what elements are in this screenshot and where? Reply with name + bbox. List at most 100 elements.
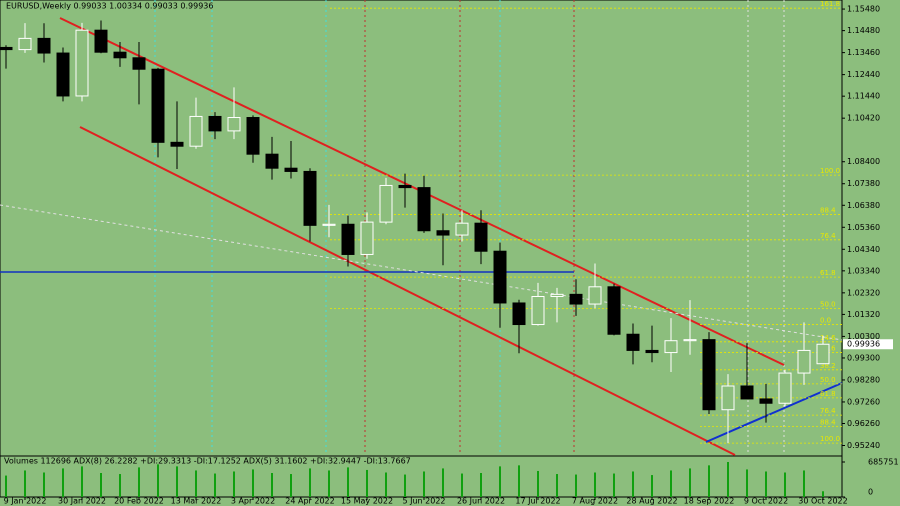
fib-label: 14.6 <box>820 334 836 342</box>
candle-body <box>246 117 260 155</box>
fib-label: 61.8 <box>820 269 836 277</box>
y-tick-label: 1.00300 <box>847 332 880 341</box>
candle-body <box>569 293 583 305</box>
candle-body <box>113 51 127 59</box>
candle-body <box>645 349 659 354</box>
y-tick-label: 1.06380 <box>847 201 880 210</box>
candle-body <box>778 372 792 404</box>
last-price-box <box>843 339 893 350</box>
candle-body <box>550 293 564 298</box>
y-tick-label: 1.11440 <box>847 92 880 101</box>
candle-body <box>512 302 526 326</box>
candle-body <box>816 343 830 365</box>
candle-body <box>94 29 108 53</box>
fib-label: 38.2 <box>820 362 836 370</box>
y-tick-label: 1.02320 <box>847 288 880 297</box>
candle-body <box>170 141 184 147</box>
candle-body <box>0 46 13 51</box>
candle-body <box>56 52 70 97</box>
candle-body <box>189 115 203 147</box>
y-tick-label: 1.10420 <box>847 114 880 123</box>
candle-body <box>531 296 545 326</box>
x-tick-label: 28 Aug 2022 <box>626 497 677 506</box>
candle-body <box>18 37 32 51</box>
candle-body <box>740 385 754 400</box>
y-tick-label: 1.05360 <box>847 223 880 232</box>
candle-body <box>322 223 336 226</box>
y-tick-label: 1.01320 <box>847 310 880 319</box>
last-price-label: 0.99936 <box>847 340 880 349</box>
candle-body <box>360 221 374 255</box>
candle-body <box>341 223 355 255</box>
x-tick-label: 15 May 2022 <box>341 497 393 506</box>
x-tick-label: 7 Aug 2022 <box>572 497 618 506</box>
x-tick-label: 30 Jan 2022 <box>58 497 106 506</box>
y-tick-label: 0.98280 <box>847 375 880 384</box>
candle-body <box>721 385 735 411</box>
y-tick-label: 1.04340 <box>847 245 880 254</box>
y-tick-label: 1.07380 <box>847 179 880 188</box>
candle-body <box>702 339 716 411</box>
candle-body <box>664 340 678 354</box>
fib-label: 0.0 <box>820 317 831 325</box>
fib-label: 50.0 <box>820 376 836 384</box>
x-tick-label: 24 Apr 2022 <box>285 497 334 506</box>
candle-body <box>75 29 89 97</box>
candle-body <box>588 286 602 305</box>
chart-title: EURUSD,Weekly 0.99033 1.00334 0.99033 0.… <box>6 2 213 11</box>
fib-label: 61.8 <box>820 390 836 398</box>
trend-lines <box>0 17 843 456</box>
volume-tick-label: 0 <box>868 488 873 497</box>
fib-label: 100.0 <box>820 435 840 443</box>
y-tick-label: 1.13460 <box>847 48 880 57</box>
volume-tick-label: 685751 <box>868 458 899 467</box>
candle-body <box>151 68 165 143</box>
x-tick-label: 26 Jun 2022 <box>457 497 505 506</box>
x-tick-label: 9 Jan 2022 <box>4 497 47 506</box>
candle-body <box>227 117 241 132</box>
y-tick-label: 0.96260 <box>847 419 880 428</box>
fib-label: 88.4 <box>820 207 836 215</box>
y-tick-label: 0.99300 <box>847 353 880 362</box>
candle-body <box>626 333 640 351</box>
candle-body <box>37 37 51 54</box>
candle-body <box>607 286 621 335</box>
candle-body <box>759 398 773 404</box>
candle-body <box>436 230 450 236</box>
session-lines <box>154 0 785 455</box>
candle-body <box>303 170 317 226</box>
volume-title: Volumes 112696 ADX(8) 26.2282 +DI:29.331… <box>4 457 411 466</box>
y-tick-label: 1.12440 <box>847 70 880 79</box>
x-tick-label: 30 Oct 2022 <box>798 497 847 506</box>
y-tick-label: 1.03340 <box>847 266 880 275</box>
candle-body <box>455 222 469 236</box>
x-tick-label: 20 Feb 2022 <box>114 497 164 506</box>
candle-body <box>132 57 146 70</box>
x-tick-label: 3 Apr 2022 <box>231 497 275 506</box>
fib-label: 161.8 <box>820 0 840 8</box>
x-tick-label: 9 Oct 2022 <box>744 497 788 506</box>
candle-body <box>474 222 488 252</box>
x-tick-label: 18 Sep 2022 <box>684 497 735 506</box>
fib-label: 76.4 <box>820 407 836 415</box>
candle-body <box>493 250 507 304</box>
fib-label: 76.4 <box>820 232 836 240</box>
candle-body <box>265 153 279 169</box>
y-tick-label: 0.97260 <box>847 397 880 406</box>
candle-body <box>208 115 222 132</box>
candle-body <box>284 167 298 172</box>
fib-label: 50.0 <box>820 300 836 308</box>
candle-body <box>379 184 393 223</box>
y-tick-label: 1.14480 <box>847 26 880 35</box>
y-tick-label: 1.08400 <box>847 157 880 166</box>
candle-body <box>797 349 811 374</box>
x-tick-label: 17 Jul 2022 <box>515 497 560 506</box>
candle-body <box>398 184 412 189</box>
y-tick-label: 1.15480 <box>847 5 880 14</box>
fib-label: 88.4 <box>820 419 836 427</box>
plot-frame <box>0 0 843 498</box>
x-tick-label: 13 Mar 2022 <box>171 497 222 506</box>
candle-body <box>683 339 697 342</box>
